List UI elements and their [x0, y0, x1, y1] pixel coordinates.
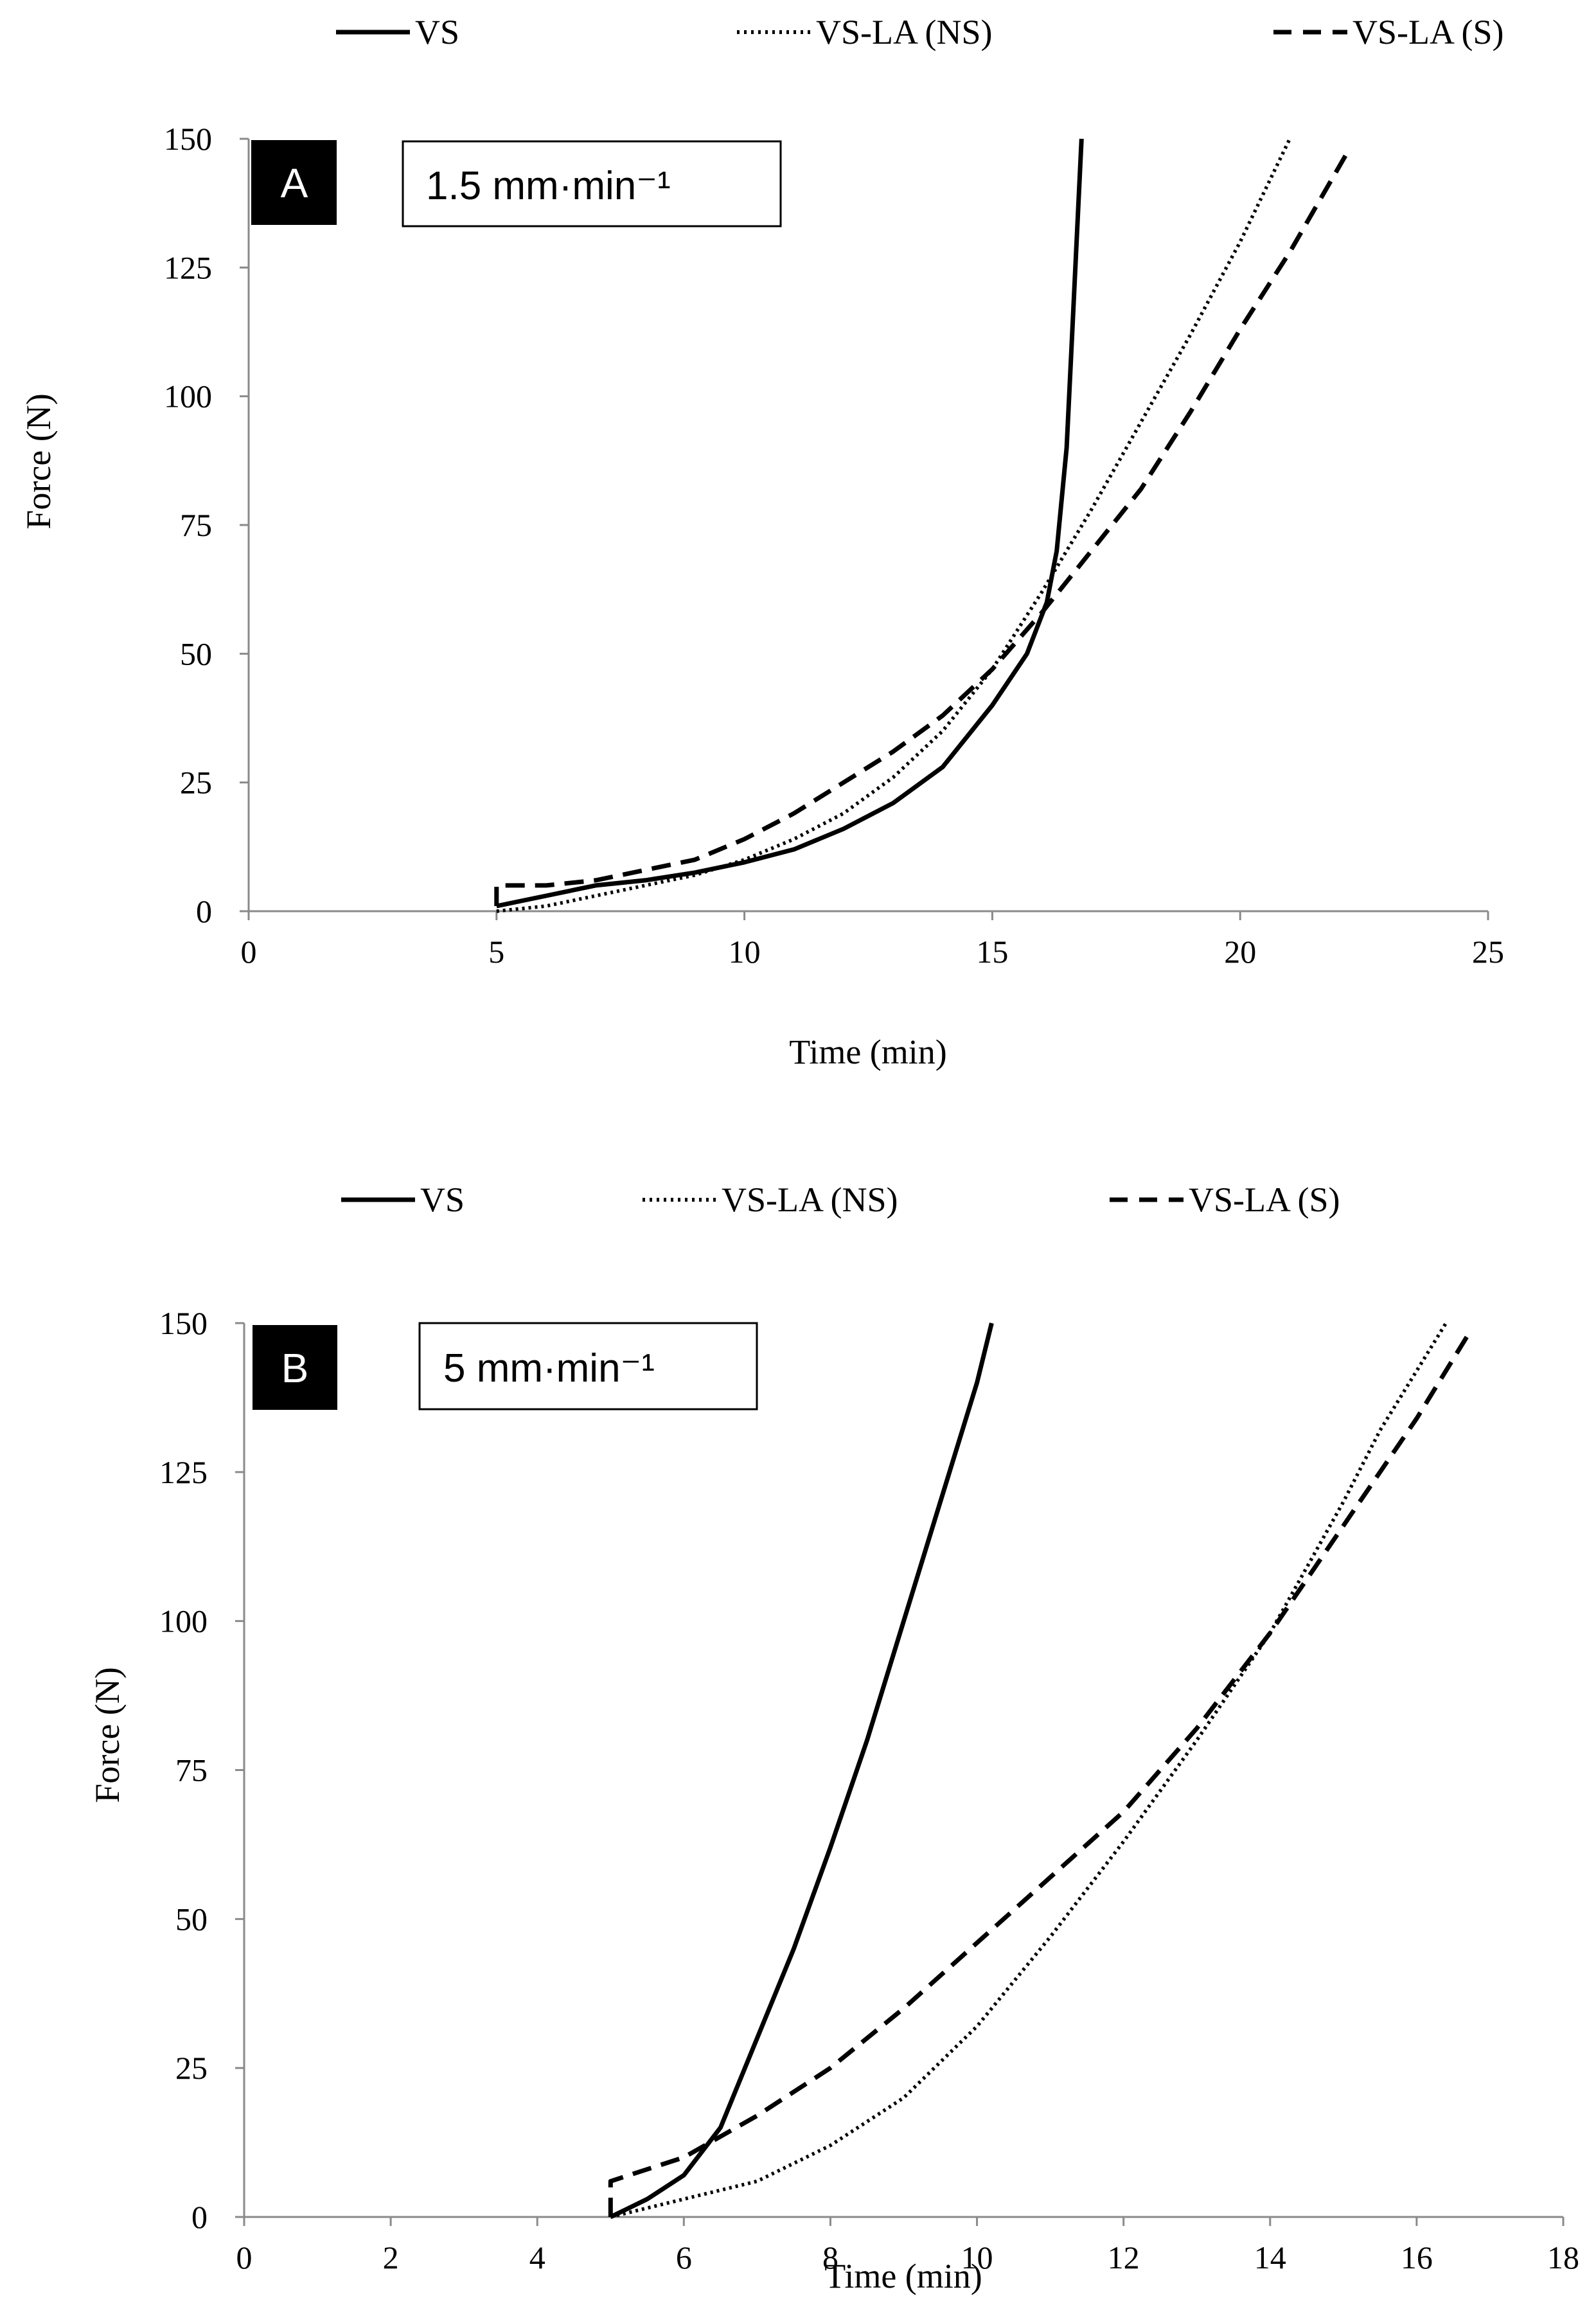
series-line-vs — [496, 138, 1084, 909]
y-tick-label: 75 — [180, 507, 212, 543]
legend-item-vs-la-s: VS-LA (S) — [1273, 13, 1504, 51]
rate-annotation: 5 mm·min⁻¹ — [443, 1346, 655, 1391]
y-tick-label: 25 — [180, 765, 212, 801]
rate-annotation: 1.5 mm·min⁻¹ — [426, 164, 671, 208]
panel-label-background — [251, 140, 337, 225]
x-ticks: 0 5 10 15 20 25 — [241, 911, 1504, 970]
y-tick-label: 0 — [196, 893, 212, 929]
legend-item-vs: VS — [336, 13, 459, 51]
legend: VS VS-LA (NS) VS-LA (S) — [341, 1180, 1340, 1219]
y-tick-label: 100 — [164, 378, 212, 414]
panel-label-background — [253, 1325, 337, 1410]
series-line-vs-la-ns — [496, 138, 1291, 913]
legend-item-vs-la-ns: VS-LA (NS) — [643, 1180, 898, 1219]
series-line-vs-la-s — [608, 1333, 1470, 2217]
panel-label-badge: B — [253, 1325, 337, 1410]
x-tick-label: 15 — [976, 934, 1008, 970]
legend-item-vs: VS — [341, 1180, 465, 1219]
chart-panel-b: VS VS-LA (NS) VS-LA (S) 0 2 4 6 8 10 12 14 16 18 … — [88, 1180, 1579, 2295]
legend-label-vs: VS — [420, 1180, 465, 1219]
y-ticks: 0 25 50 75 100 125 150 — [164, 121, 249, 929]
x-tick-label: 16 — [1401, 2239, 1433, 2275]
x-tick-label: 10 — [961, 2239, 993, 2275]
y-tick-label: 25 — [175, 2050, 208, 2086]
x-axis-label: Time (min) — [824, 2257, 982, 2295]
x-axis-label: Time (min) — [789, 1033, 947, 1071]
series-lines — [608, 1322, 1470, 2220]
legend-label-vs-la-s: VS-LA (S) — [1352, 13, 1504, 51]
legend: VS VS-LA (NS) VS-LA (S) — [336, 13, 1504, 51]
y-tick-label: 150 — [159, 1305, 208, 1341]
x-tick-label: 4 — [529, 2239, 545, 2275]
legend-label-vs-la-ns: VS-LA (NS) — [722, 1180, 898, 1219]
x-tick-label: 0 — [236, 2239, 253, 2275]
panel-label: A — [281, 160, 308, 206]
x-tick-label: 5 — [488, 934, 504, 970]
x-tick-label: 10 — [729, 934, 761, 970]
x-tick-label: 8 — [822, 2239, 838, 2275]
x-tick-label: 2 — [383, 2239, 399, 2275]
y-tick-label: 0 — [191, 2199, 208, 2235]
x-tick-label: 25 — [1472, 934, 1504, 970]
x-ticks: 0 2 4 6 8 10 12 14 16 18 — [236, 2217, 1579, 2275]
y-tick-label: 50 — [175, 1901, 208, 1937]
y-tick-label: 75 — [175, 1752, 208, 1788]
y-ticks: 0 25 50 75 100 125 150 — [159, 1305, 244, 2235]
legend-item-vs-la-s: VS-LA (S) — [1110, 1180, 1340, 1219]
y-tick-label: 125 — [159, 1454, 208, 1490]
y-tick-label: 150 — [164, 121, 212, 157]
series-line-vs — [609, 1322, 994, 2220]
chart-panel-a: VS VS-LA (NS) VS-LA (S) 0 5 10 15 20 25 0 25 50… — [19, 13, 1504, 1071]
panel-label-badge: A — [251, 140, 337, 225]
rate-annotation-box: 5 mm·min⁻¹ — [418, 1322, 758, 1411]
legend-label-vs-la-s: VS-LA (S) — [1189, 1180, 1340, 1219]
series-lines — [494, 138, 1352, 913]
y-tick-label: 125 — [164, 249, 212, 285]
x-tick-label: 6 — [676, 2239, 692, 2275]
legend-label-vs-la-ns: VS-LA (NS) — [816, 13, 993, 51]
y-tick-label: 50 — [180, 636, 212, 672]
series-line-vs-la-s — [494, 148, 1352, 906]
series-line-vs-la-ns — [610, 1322, 1448, 2219]
axes: 0 2 4 6 8 10 12 14 16 18 0 25 50 75 100 125 150 — [159, 1305, 1579, 2275]
panel-label: B — [281, 1345, 309, 1391]
y-tick-label: 100 — [159, 1603, 208, 1639]
axes: 0 5 10 15 20 25 0 25 50 75 100 125 150 — [164, 121, 1504, 970]
x-tick-label: 0 — [241, 934, 257, 970]
x-tick-label: 12 — [1108, 2239, 1140, 2275]
y-axis-label: Force (N) — [19, 393, 58, 529]
rate-annotation-frame — [402, 140, 782, 227]
x-tick-label: 20 — [1224, 934, 1256, 970]
x-tick-label: 18 — [1547, 2239, 1579, 2275]
legend-item-vs-la-ns: VS-LA (NS) — [737, 13, 993, 51]
x-tick-label: 14 — [1254, 2239, 1286, 2275]
legend-label-vs: VS — [415, 13, 459, 51]
rate-annotation-frame — [418, 1322, 758, 1411]
rate-annotation-box: 1.5 mm·min⁻¹ — [402, 140, 782, 227]
y-axis-label: Force (N) — [88, 1667, 127, 1802]
